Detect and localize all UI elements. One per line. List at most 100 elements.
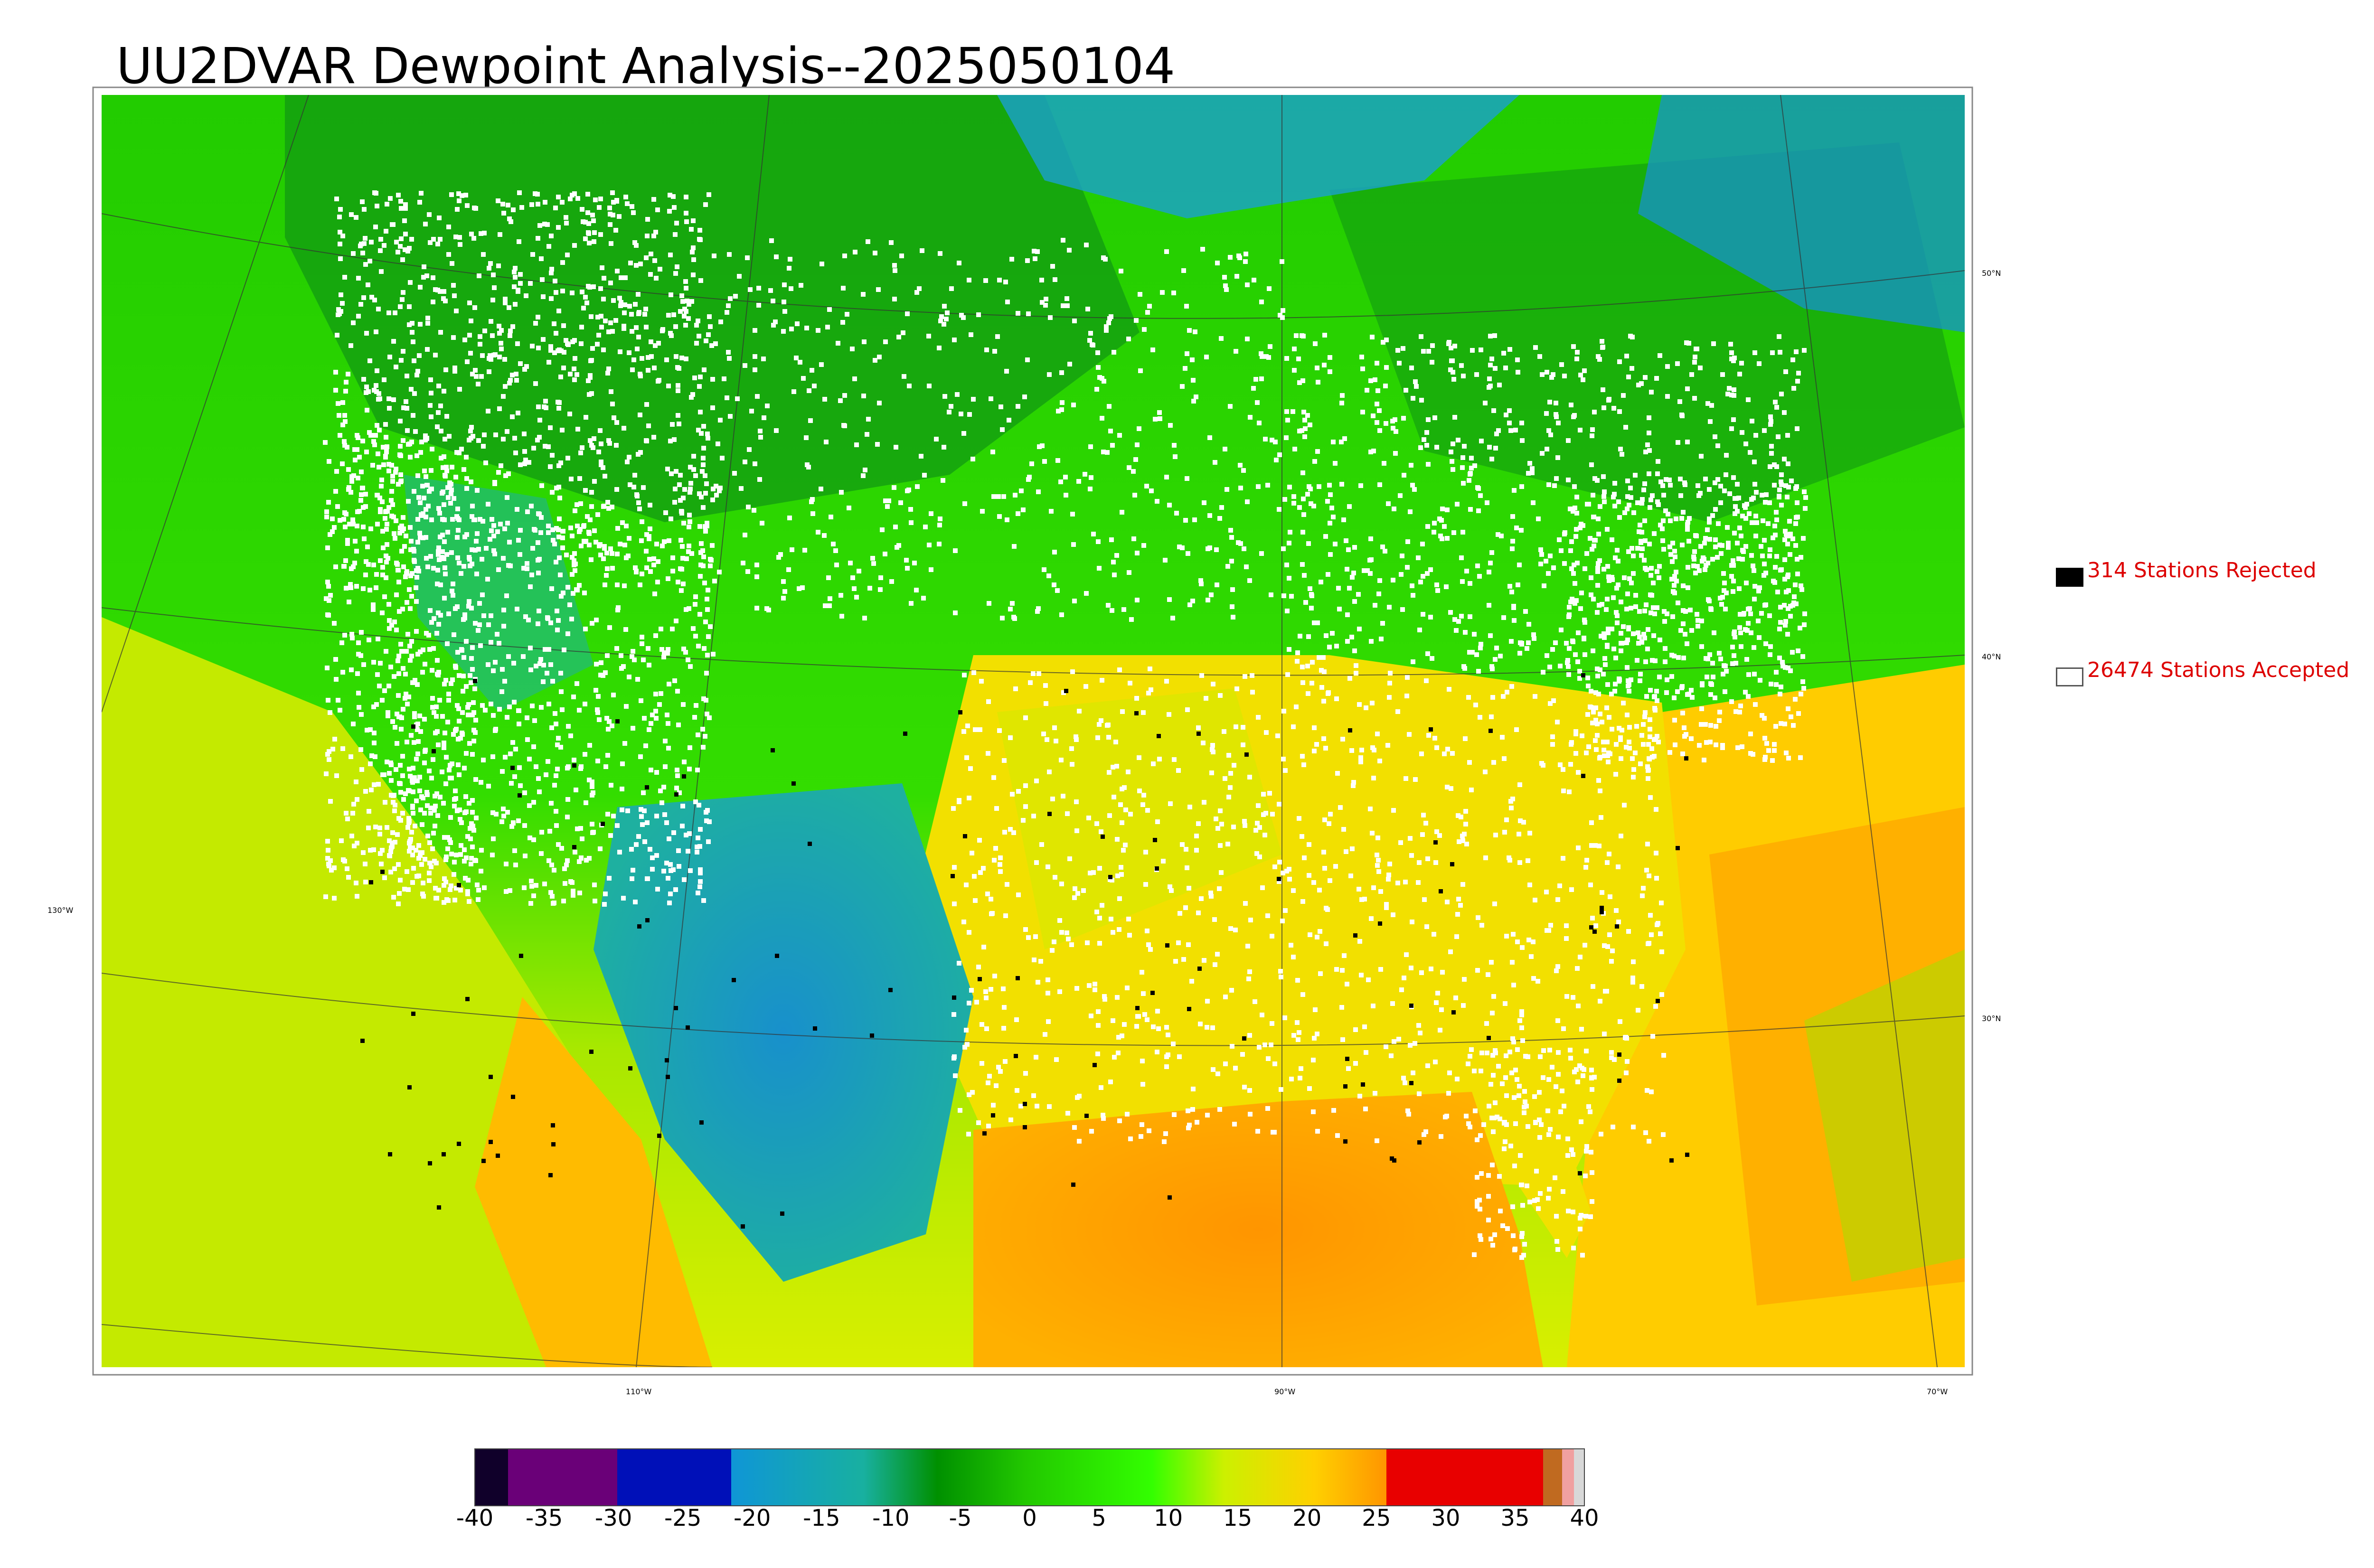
accepted-station-dot — [1659, 992, 1664, 997]
accepted-station-dot — [989, 897, 993, 901]
accepted-station-dot — [603, 670, 608, 675]
accepted-station-dot — [429, 620, 434, 625]
accepted-station-dot — [436, 742, 441, 747]
accepted-station-dot — [607, 625, 612, 630]
accepted-station-dot — [892, 485, 896, 490]
accepted-station-dot — [866, 417, 871, 422]
accepted-station-dot — [1661, 1053, 1666, 1058]
accepted-station-dot — [1021, 818, 1026, 823]
accepted-station-dot — [1566, 672, 1571, 677]
accepted-station-dot — [714, 484, 718, 488]
accepted-station-dot — [442, 539, 447, 544]
accepted-station-dot — [1202, 800, 1206, 805]
accepted-station-dot — [1630, 366, 1634, 371]
rejected-station-dot — [551, 1123, 555, 1127]
accepted-station-dot — [326, 848, 330, 853]
accepted-station-dot — [986, 1124, 991, 1128]
accepted-station-dot — [1468, 614, 1472, 619]
accepted-station-dot — [441, 801, 446, 806]
accepted-station-dot — [1467, 478, 1471, 483]
accepted-station-dot — [875, 442, 880, 447]
accepted-station-dot — [743, 533, 747, 537]
accepted-station-dot — [983, 278, 988, 283]
accepted-station-dot — [571, 889, 575, 893]
accepted-station-dot — [632, 657, 637, 662]
accepted-station-dot — [452, 632, 456, 637]
accepted-station-dot — [1655, 499, 1660, 504]
accepted-station-dot — [1434, 1000, 1439, 1005]
accepted-station-dot — [1631, 959, 1636, 964]
accepted-station-dot — [558, 460, 563, 465]
accepted-station-dot — [1381, 340, 1385, 345]
accepted-station-dot — [1245, 337, 1250, 341]
accepted-station-dot — [398, 304, 403, 309]
accepted-station-dot — [412, 714, 417, 719]
accepted-station-dot — [906, 488, 911, 492]
accepted-station-dot — [349, 834, 354, 838]
accepted-station-dot — [624, 704, 629, 709]
accepted-station-dot — [1613, 682, 1618, 686]
accepted-station-dot — [1569, 539, 1574, 544]
accepted-station-dot — [1301, 334, 1306, 338]
accepted-station-dot — [607, 441, 612, 446]
accepted-station-dot — [1373, 1091, 1377, 1096]
accepted-station-dot — [363, 262, 368, 267]
accepted-station-dot — [370, 463, 375, 468]
accepted-station-dot — [490, 333, 495, 338]
accepted-station-dot — [1424, 430, 1429, 435]
accepted-station-dot — [1684, 732, 1688, 737]
accepted-station-dot — [700, 469, 705, 474]
accepted-station-dot — [424, 436, 429, 441]
accepted-station-dot — [1375, 361, 1379, 366]
accepted-station-dot — [646, 423, 651, 428]
accepted-station-dot — [400, 773, 405, 778]
accepted-station-dot — [1390, 1001, 1395, 1006]
accepted-station-dot — [463, 794, 468, 799]
accepted-station-dot — [1655, 922, 1659, 927]
accepted-station-dot — [1656, 502, 1661, 507]
accepted-station-dot — [768, 288, 773, 293]
accepted-station-dot — [1635, 500, 1640, 505]
accepted-station-dot — [1600, 345, 1605, 350]
accepted-station-dot — [771, 323, 776, 328]
accepted-station-dot — [659, 647, 664, 652]
accepted-station-dot — [1475, 1137, 1479, 1142]
accepted-station-dot — [1331, 1108, 1336, 1113]
accepted-station-dot — [692, 715, 697, 720]
accepted-station-dot — [357, 705, 361, 710]
accepted-station-dot — [433, 353, 438, 357]
accepted-station-dot — [1296, 1037, 1300, 1042]
accepted-station-dot — [1091, 870, 1096, 875]
accepted-station-dot — [1561, 1189, 1565, 1194]
accepted-station-dot — [1257, 421, 1262, 425]
accepted-station-dot — [693, 799, 698, 804]
accepted-station-dot — [1137, 755, 1141, 760]
rejected-station-dot — [1600, 910, 1604, 914]
accepted-station-dot — [1638, 672, 1643, 676]
accepted-station-dot — [550, 894, 555, 899]
accepted-station-dot — [611, 298, 616, 303]
accepted-station-dot — [475, 488, 480, 493]
accepted-station-dot — [680, 299, 685, 304]
accepted-station-dot — [450, 465, 454, 469]
accepted-station-dot — [1738, 612, 1743, 617]
accepted-station-dot — [344, 380, 349, 385]
accepted-station-dot — [471, 236, 476, 241]
accepted-station-dot — [1615, 620, 1620, 625]
accepted-station-dot — [1773, 533, 1778, 537]
accepted-station-dot — [1308, 586, 1312, 591]
accepted-station-dot — [1756, 589, 1761, 593]
accepted-station-dot — [611, 814, 616, 818]
accepted-station-dot — [782, 282, 787, 287]
rejected-station-dot — [411, 724, 415, 729]
accepted-station-dot — [1419, 398, 1424, 403]
rejected-station-dot — [780, 1211, 784, 1216]
accepted-station-dot — [390, 844, 395, 849]
accepted-station-dot — [1613, 772, 1618, 777]
accepted-station-dot — [889, 579, 894, 584]
accepted-station-dot — [628, 261, 633, 265]
accepted-station-dot — [630, 367, 635, 372]
accepted-station-dot — [411, 866, 416, 871]
accepted-station-dot — [1475, 1175, 1479, 1180]
accepted-station-dot — [1437, 516, 1442, 521]
